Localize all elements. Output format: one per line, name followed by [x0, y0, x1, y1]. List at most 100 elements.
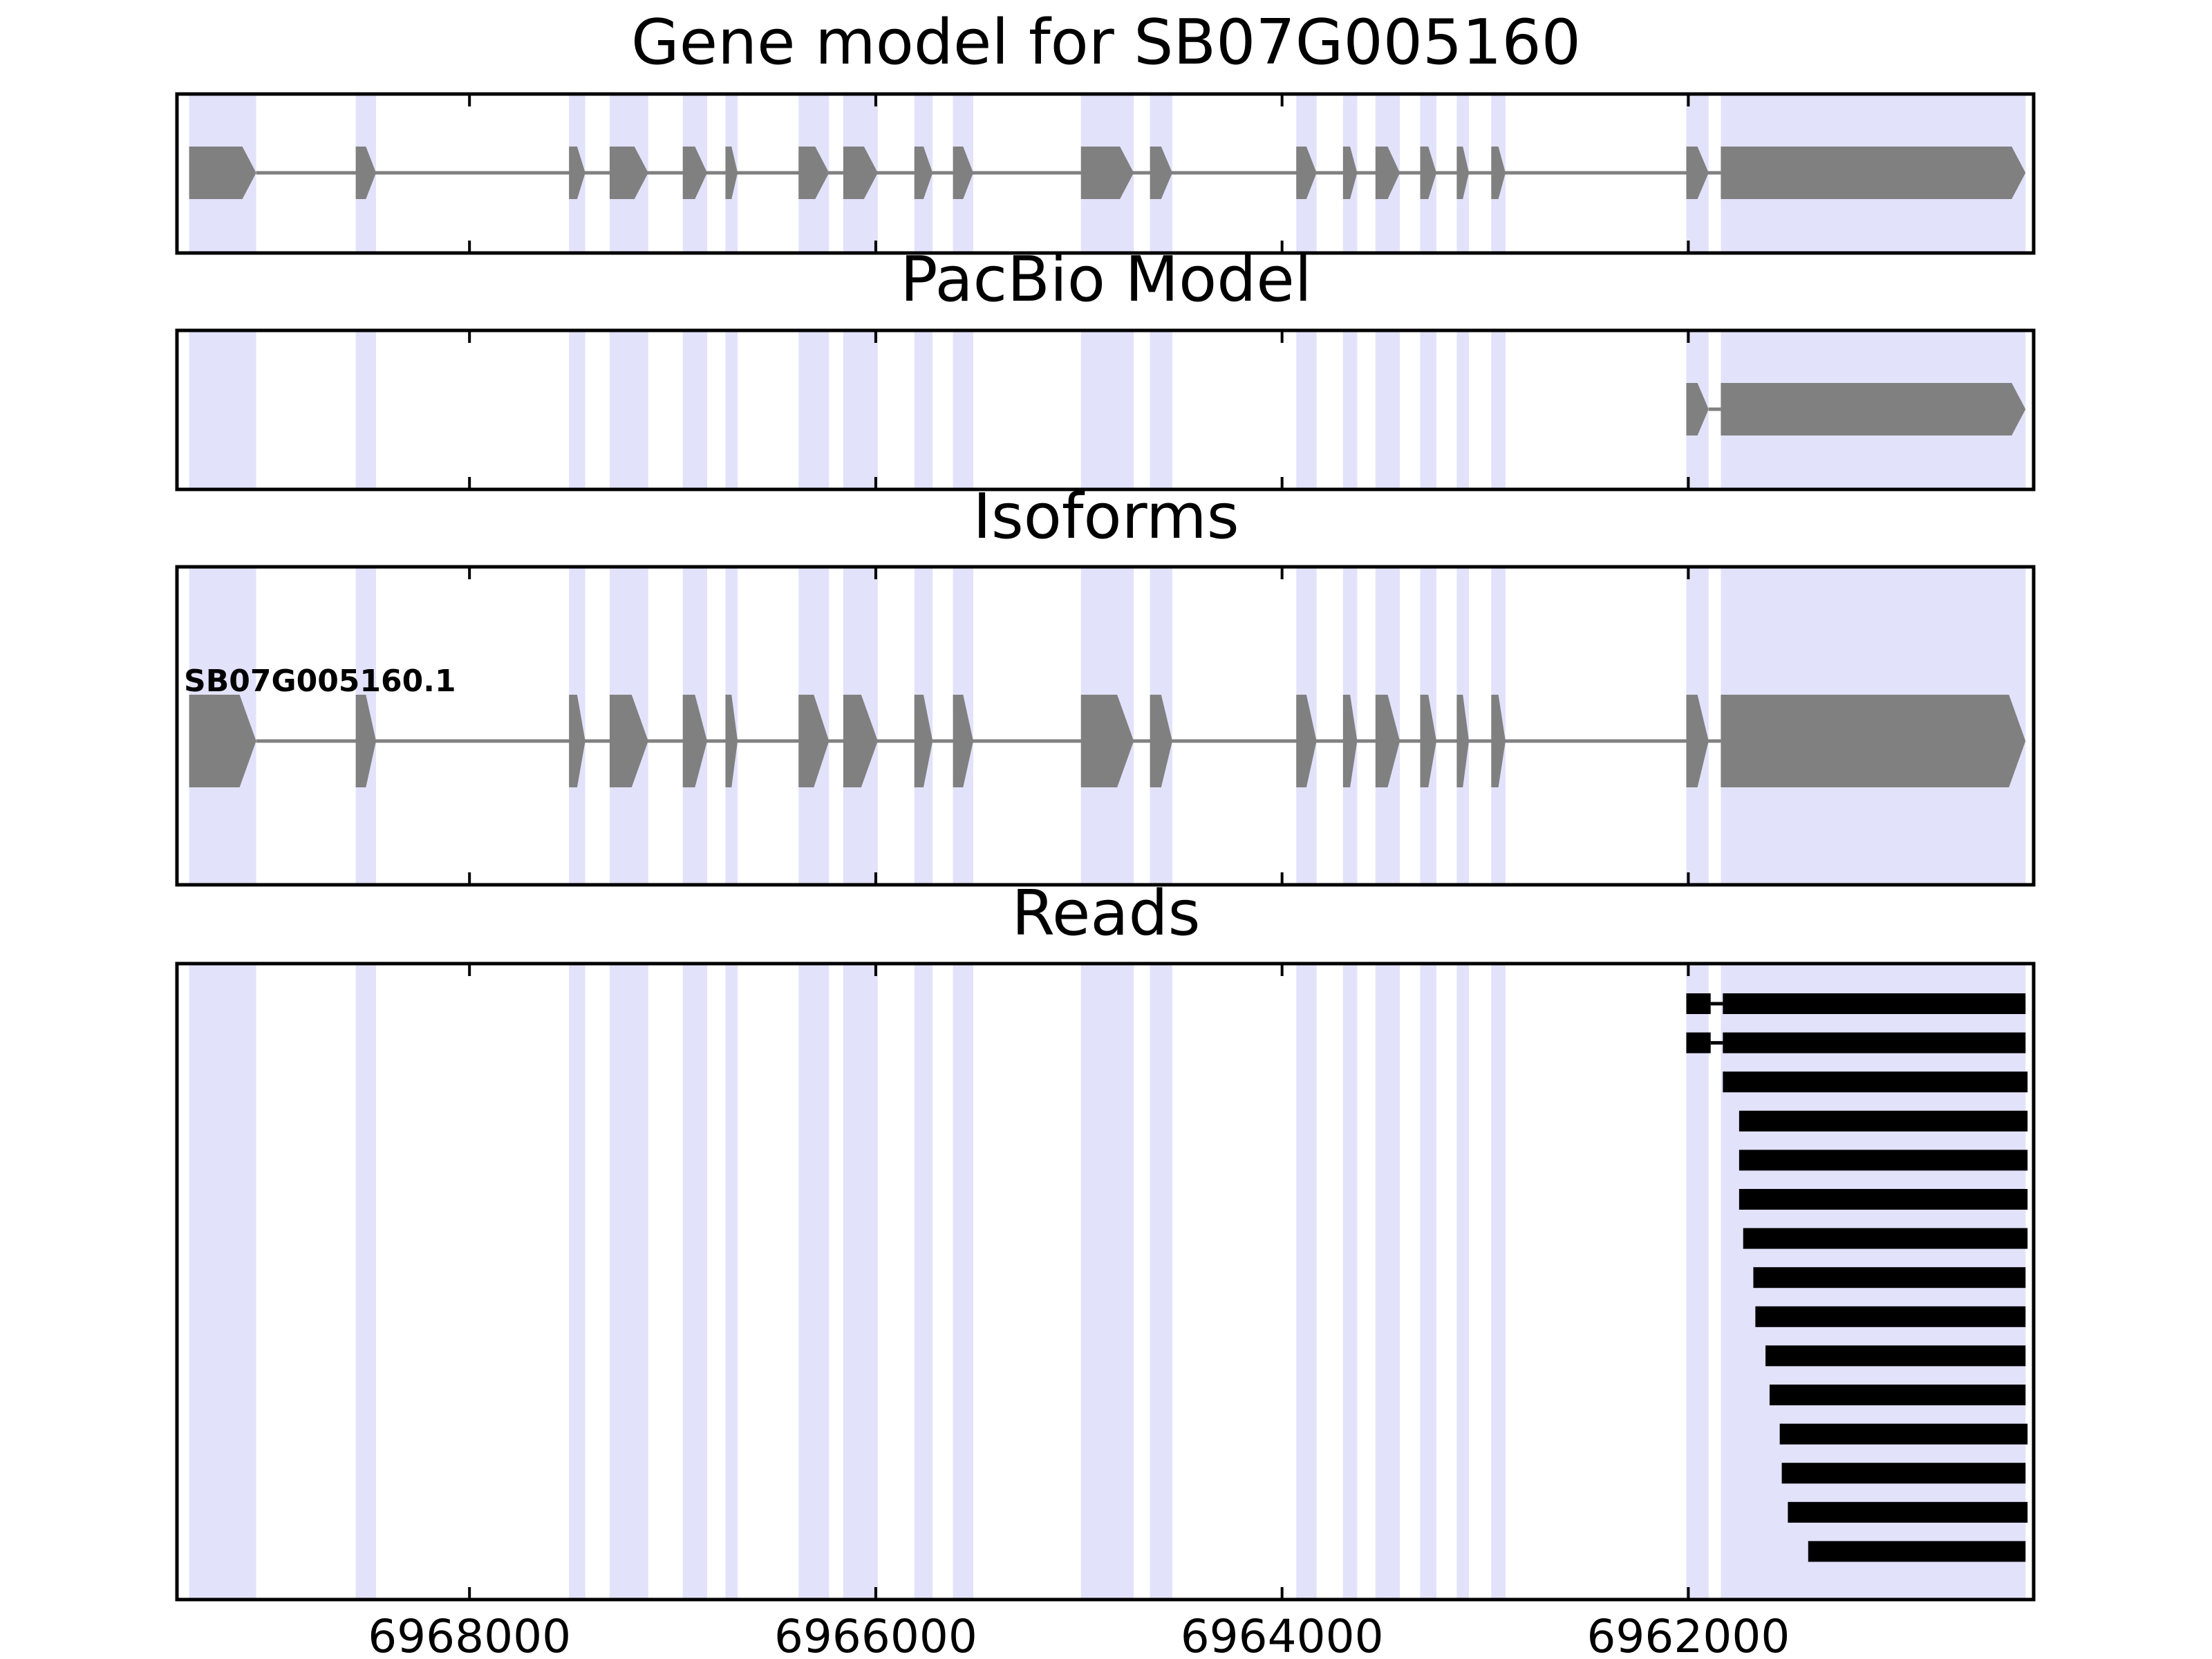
- exon-region-highlight: [1342, 964, 1358, 1600]
- exon-arrow: [1150, 147, 1172, 199]
- exon-arrow: [1342, 695, 1358, 787]
- x-axis-labels: 6968000 6966000 6964000 6962000: [368, 1610, 1790, 1659]
- exon-arrow: [725, 147, 738, 199]
- exon-arrow: [798, 695, 830, 787]
- exon-arrow: [1080, 147, 1134, 199]
- x-tick-marks: [468, 94, 1690, 253]
- exon-region-highlight: [189, 330, 256, 489]
- exon-arrow: [1296, 147, 1317, 199]
- panel-frame: [175, 92, 2036, 255]
- exon-arrow: [609, 695, 648, 787]
- read-block: [1738, 1189, 2028, 1210]
- read-block: [1738, 1110, 2028, 1132]
- exon-region-highlight: [1150, 964, 1172, 1600]
- read-block: [1686, 993, 1711, 1014]
- panel-frame: [175, 565, 2036, 887]
- isoform-track: SB07G005160.1: [184, 664, 2026, 787]
- exon-region-highlight: [1420, 964, 1437, 1600]
- exon-region-highlight: [914, 330, 933, 489]
- exon-arrow: [1456, 695, 1470, 787]
- exon-arrow: [355, 147, 376, 199]
- exon-arrow: [1686, 695, 1709, 787]
- read-block: [1769, 1385, 2026, 1405]
- exon-arrow: [1342, 147, 1358, 199]
- x-tick-label: 6964000: [1181, 1610, 1384, 1659]
- exon-region-highlight: [843, 964, 878, 1600]
- exon-region-highlight: [1491, 330, 1506, 489]
- exon-arrow: [843, 147, 878, 199]
- read-block: [1781, 1463, 2026, 1484]
- exon-arrow: [1420, 695, 1437, 787]
- exon-arrow: [914, 695, 933, 787]
- exon-region-highlight: [569, 330, 585, 489]
- exon-arrow: [914, 147, 933, 199]
- exon-arrow: [569, 147, 585, 199]
- panel-reads: [175, 962, 2036, 1602]
- read-block: [1753, 1267, 2026, 1288]
- exon-region-highlight: [1456, 330, 1470, 489]
- exon-region-highlight: [1342, 330, 1358, 489]
- panel-title-reads: Reads: [1011, 877, 1200, 950]
- exon-arrow: [1375, 695, 1400, 787]
- x-tick-marks: [468, 330, 1690, 489]
- exon-arrow: [189, 147, 256, 199]
- read-block: [1779, 1423, 2028, 1445]
- exon-arrow: [1491, 695, 1506, 787]
- exon-region-highlight: [1491, 964, 1506, 1600]
- exon-arrow: [798, 147, 830, 199]
- exon-arrow: [1456, 147, 1470, 199]
- exon-arrow: [1686, 147, 1709, 199]
- exon-region-highlight: [1686, 964, 1709, 1600]
- exon-arrow: [1721, 383, 2026, 435]
- exon-region-highlight: [725, 330, 738, 489]
- exon-region-highlight: [1150, 330, 1172, 489]
- panel-isoforms: SB07G005160.1: [175, 565, 2036, 887]
- read-block: [1808, 1541, 2026, 1562]
- exon-arrow: [682, 695, 708, 787]
- panel-frame: [175, 962, 2036, 1602]
- panel-pacbio-model: [175, 328, 2036, 491]
- exon-arrow: [1721, 695, 2026, 787]
- exon-arrow: [1150, 695, 1172, 787]
- exon-arrow: [953, 147, 973, 199]
- panel-title-isoforms: Isoforms: [973, 480, 1239, 553]
- panel-title-gene-model: Gene model for SB07G005160: [631, 6, 1581, 79]
- exon-arrow: [355, 695, 376, 787]
- gene-model-track: [189, 147, 2026, 199]
- exon-region-highlight: [725, 964, 738, 1600]
- exon-arrow: [189, 695, 256, 787]
- isoform-label: SB07G005160.1: [184, 664, 456, 699]
- read-block: [1755, 1306, 2026, 1327]
- exon-region-highlight: [914, 964, 933, 1600]
- exon-arrow: [1375, 147, 1400, 199]
- exon-region-highlight: [569, 964, 585, 1600]
- exon-region-highlight: [1375, 964, 1400, 1600]
- exon-region-highlight: [1080, 964, 1134, 1600]
- read-block: [1723, 1071, 2028, 1093]
- exon-arrow: [1721, 147, 2026, 199]
- exon-arrow: [609, 147, 648, 199]
- reads-track: [1686, 993, 2028, 1562]
- exon-region-highlight: [1420, 330, 1437, 489]
- exon-arrow: [1686, 383, 1709, 435]
- exon-region-highlight: [1296, 330, 1317, 489]
- exon-region-highlight: [682, 330, 708, 489]
- x-tick-marks: [468, 567, 1690, 885]
- exon-region-highlight: [1080, 330, 1134, 489]
- exon-arrow: [843, 695, 878, 787]
- read-block: [1723, 993, 2026, 1014]
- exon-arrow: [1080, 695, 1134, 787]
- panel-gene-model: [175, 92, 2036, 255]
- exon-arrow: [953, 695, 973, 787]
- exon-region-highlight: [798, 330, 830, 489]
- exon-region-highlight: [1456, 964, 1470, 1600]
- exon-arrow: [1491, 147, 1506, 199]
- exon-region-highlight: [953, 330, 973, 489]
- exon-region-highlight: [953, 964, 973, 1600]
- exon-region-highlight: [1296, 964, 1317, 1600]
- exon-arrow: [1420, 147, 1437, 199]
- exon-region-highlight: [682, 964, 708, 1600]
- pacbio-model-track: [1686, 383, 2026, 435]
- panel-frame: [175, 328, 2036, 491]
